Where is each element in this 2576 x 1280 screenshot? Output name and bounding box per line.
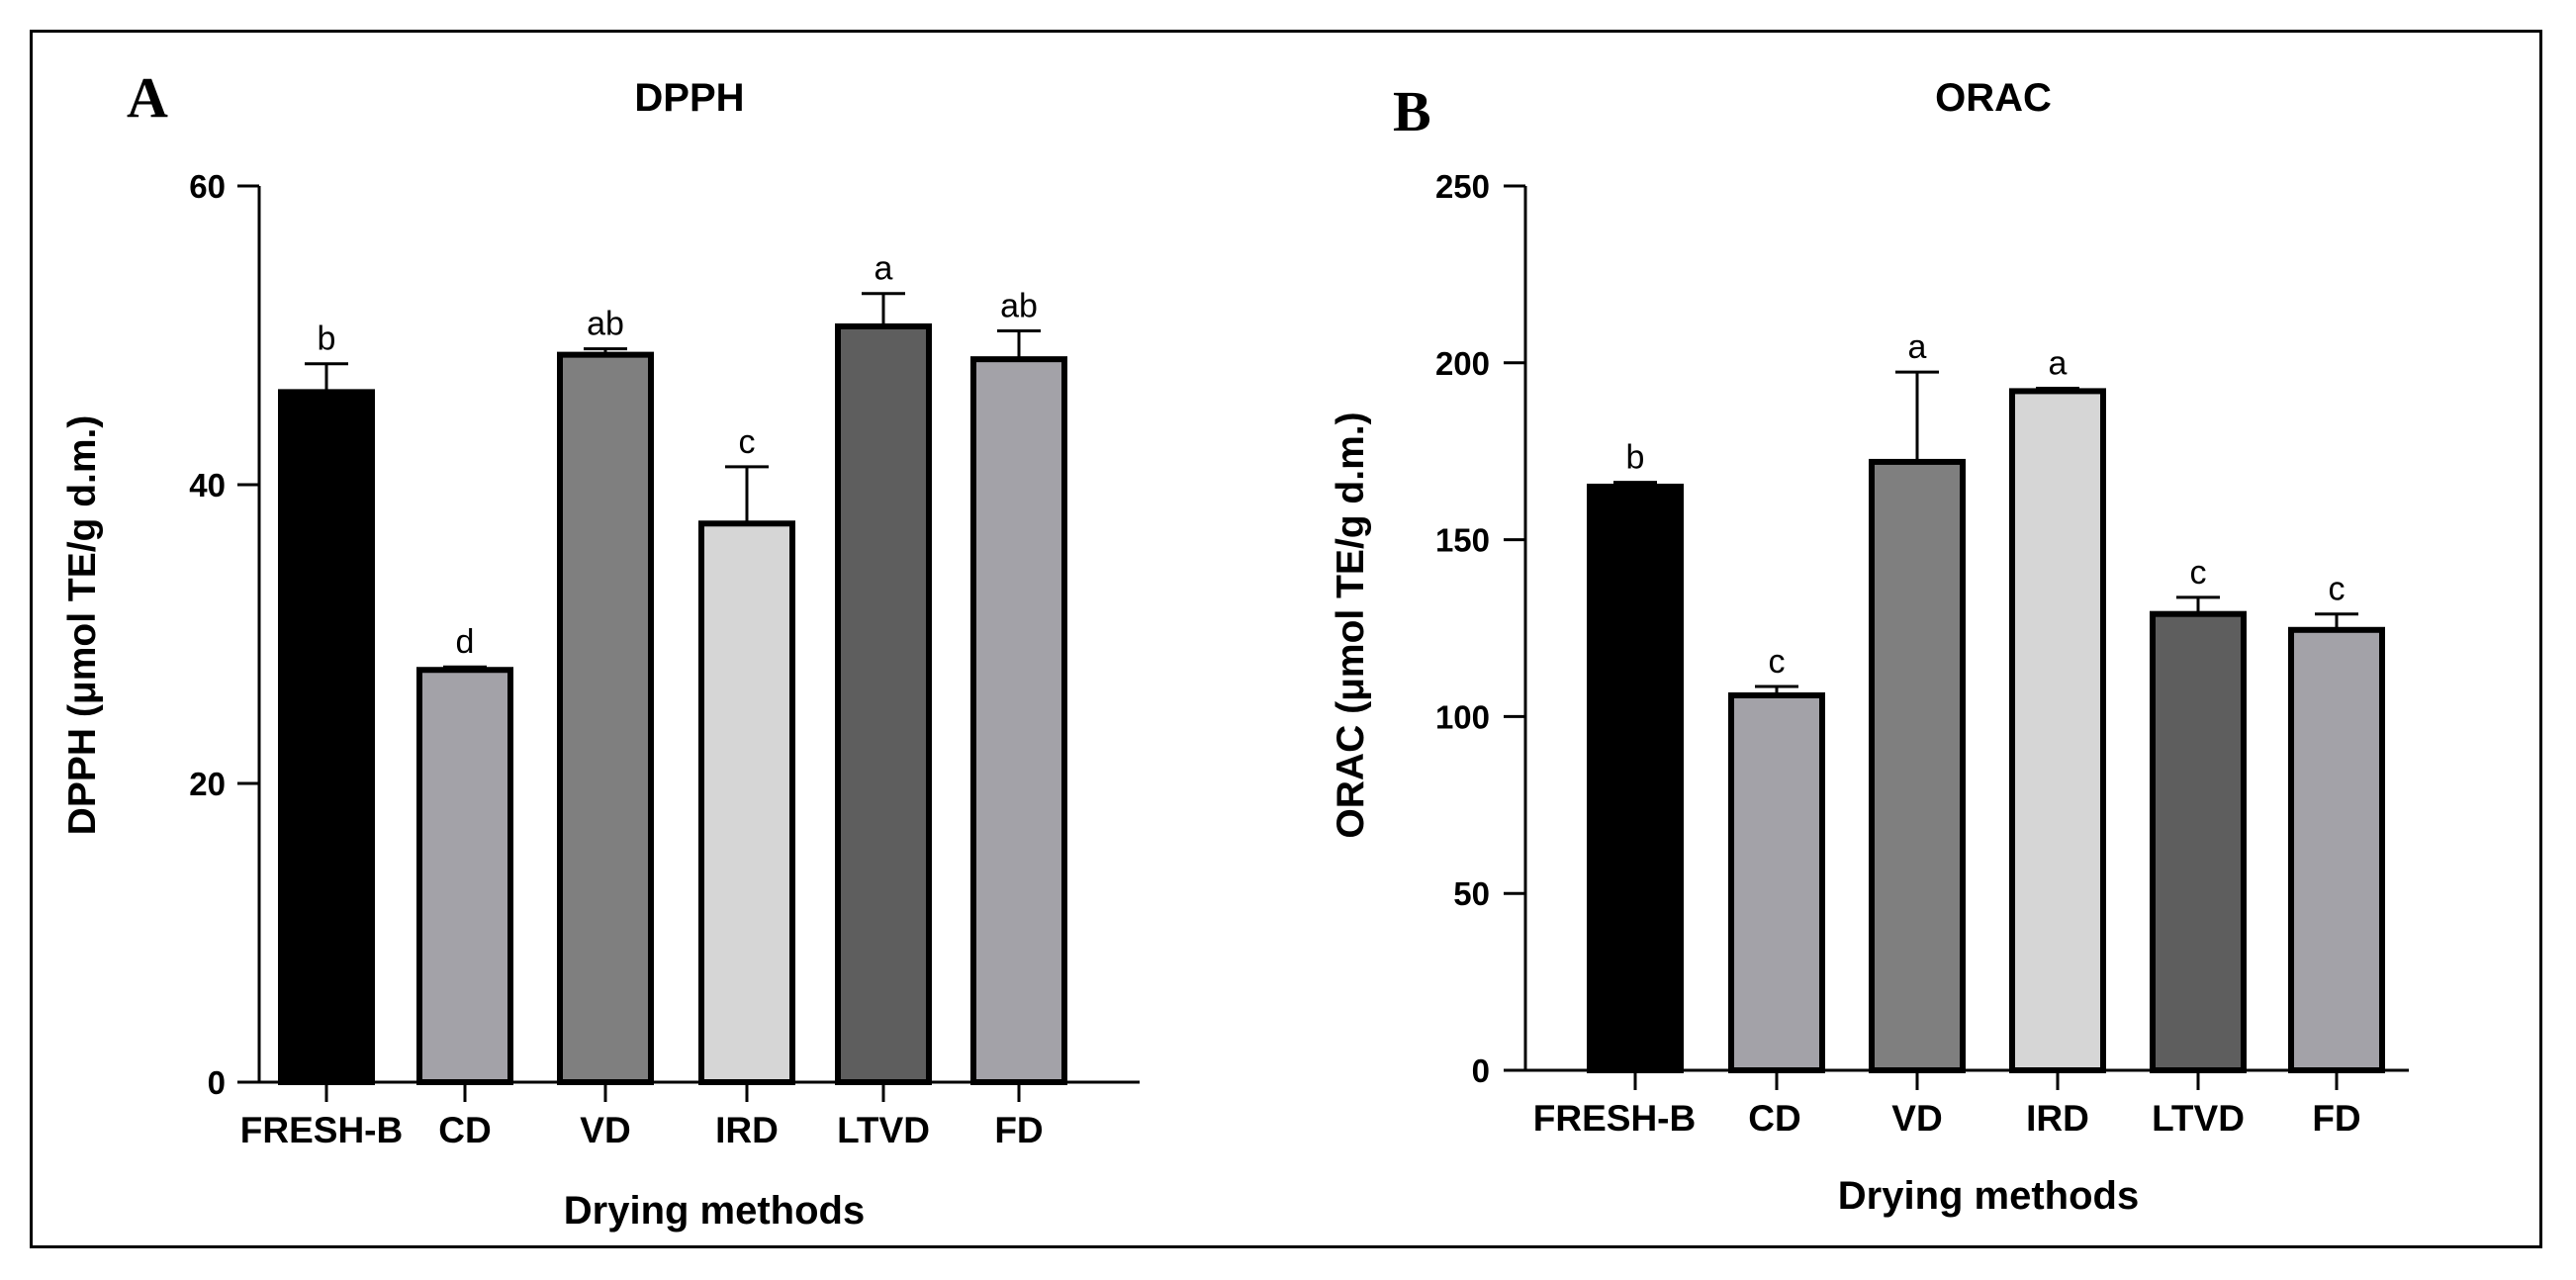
x-tick-label-b: VD [1891,1098,1942,1139]
bar-b-fd [2288,626,2385,1074]
x-tick-label-b: LTVD [2152,1098,2245,1139]
significance-label-a: b [318,320,336,358]
x-axis-label-b: Drying methods [1838,1174,2139,1218]
bar-a-ltvd [835,322,932,1085]
y-tick-label-a: 20 [189,766,226,802]
significance-label-b: c [2190,554,2207,592]
panel-letter-b: B [1393,79,1431,143]
x-tick-label-a: FD [994,1110,1043,1150]
y-tick-label-b: 50 [1453,875,1490,912]
y-tick-label-a: 40 [189,467,226,503]
significance-label-a: ab [1000,287,1038,324]
panel-letter-a: A [127,65,168,130]
x-axis-label-a: Drying methods [564,1189,865,1233]
y-tick-label-b: 100 [1435,698,1490,735]
chart-title-a: DPPH [634,76,744,120]
significance-label-b: a [2049,345,2068,383]
chart-title-b: ORAC [1935,76,2052,120]
bar-a-cd [416,667,513,1085]
x-tick-label-a: LTVD [837,1110,930,1150]
bar-a-fd [970,356,1067,1086]
bar-a-vd [557,351,654,1085]
bar-b-vd [1869,458,1966,1074]
x-tick-label-a: IRD [715,1110,779,1150]
significance-label-b: b [1626,439,1645,477]
y-tick-label-b: 150 [1435,522,1490,559]
bar-a-ird [698,520,795,1085]
significance-label-a: c [739,423,756,461]
bar-b-cd [1728,691,1825,1073]
x-tick-label-b: FD [2312,1098,2360,1139]
x-tick-label-a: FRESH-B [240,1110,403,1150]
x-tick-label-a: CD [438,1110,491,1150]
bar-b-ird [2009,388,2106,1073]
significance-label-a: a [874,250,893,288]
y-axis-label-b: ORAC (μmol TE/g d.m.) [1330,411,1372,838]
y-tick-label-a: 0 [208,1064,226,1101]
y-tick-label-b: 0 [1472,1052,1490,1089]
significance-label-a: ab [587,306,624,343]
significance-label-b: a [1908,328,1927,366]
significance-label-b: c [1769,643,1786,681]
x-tick-label-b: FRESH-B [1533,1098,1696,1139]
bar-a-fresh-b [278,389,375,1085]
significance-label-a: d [456,623,475,661]
figure-frame [30,30,2542,1248]
x-tick-label-b: CD [1748,1098,1800,1139]
bar-b-fresh-b [1587,483,1684,1073]
bar-b-ltvd [2150,610,2247,1073]
y-tick-label-b: 200 [1435,345,1490,382]
y-axis-label-a: DPPH (μmol TE/g d.m.) [61,415,104,836]
y-tick-label-a: 60 [189,168,226,205]
y-tick-label-b: 250 [1435,168,1490,205]
x-tick-label-a: VD [580,1110,630,1150]
significance-label-b: c [2329,571,2346,608]
x-tick-label-b: IRD [2026,1098,2089,1139]
